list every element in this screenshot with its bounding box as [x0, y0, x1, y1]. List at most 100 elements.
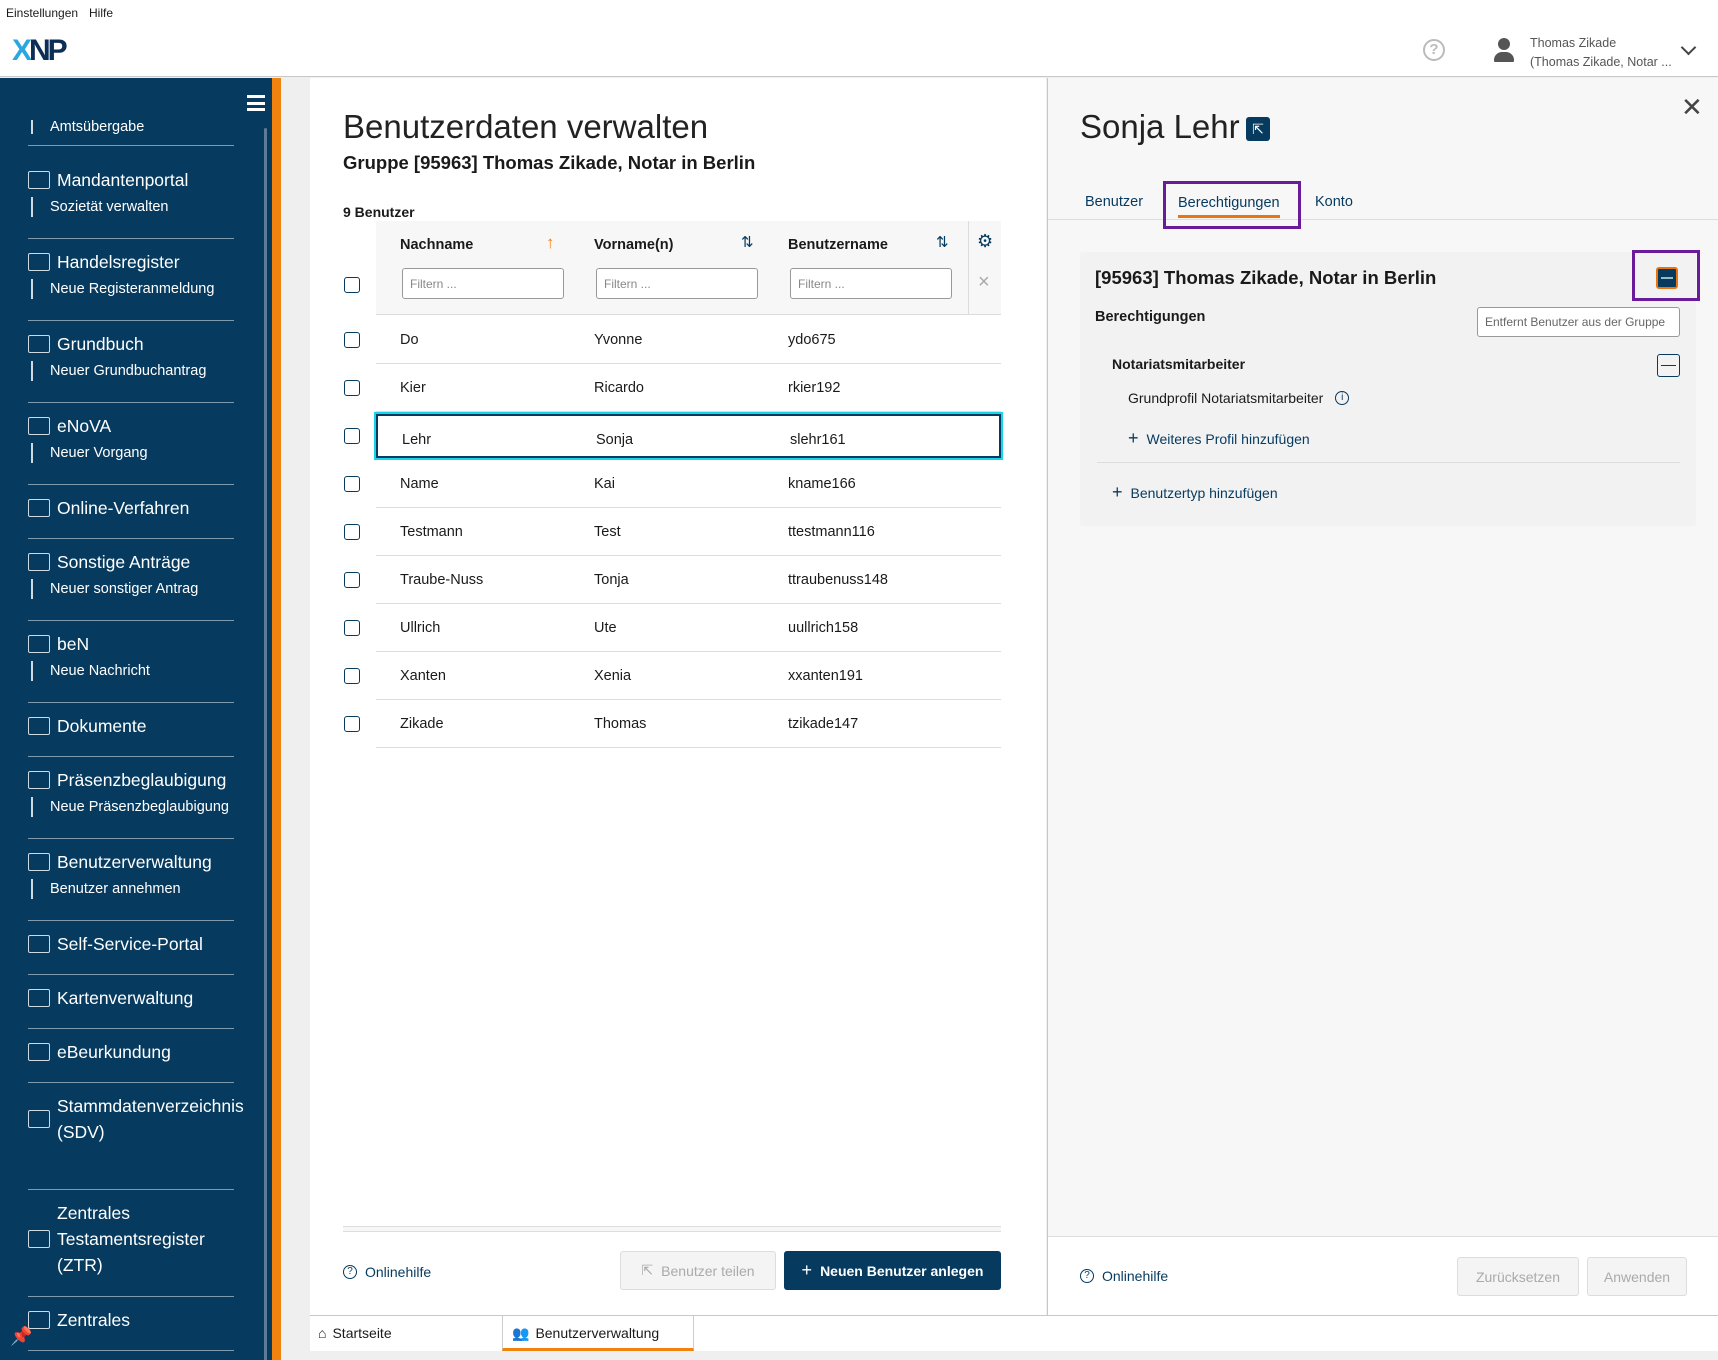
- folder-icon: [28, 1230, 50, 1248]
- sidebar-item-self-service-portal[interactable]: Self-Service-Portal: [28, 921, 234, 975]
- sidebar-item-kartenverwaltung[interactable]: Kartenverwaltung: [28, 975, 234, 1029]
- sidebar-item-ben[interactable]: beN Neue Nachricht: [28, 621, 234, 703]
- sidebar-subitem[interactable]: Neuer Vorgang: [31, 443, 234, 463]
- user-count: 9 Benutzer: [343, 204, 415, 220]
- self-service-icon: [28, 935, 50, 953]
- table-row[interactable]: Traube-Nuss Tonja ttraubenuss148: [376, 556, 1001, 604]
- row-checkbox[interactable]: [344, 380, 360, 396]
- sidebar-item-ebeurkundung[interactable]: eBeurkundung: [28, 1029, 234, 1083]
- user-org: (Thomas Zikade, Notar ...: [1530, 55, 1672, 69]
- sidebar-scrollbar[interactable]: [264, 128, 267, 1360]
- chevron-down-icon[interactable]: [1680, 39, 1697, 56]
- cell-nachname: Lehr: [402, 432, 432, 448]
- help-icon[interactable]: ?: [1423, 39, 1445, 61]
- close-icon[interactable]: ✕: [1681, 92, 1703, 122]
- table-row[interactable]: Ullrich Ute uullrich158: [376, 604, 1001, 652]
- sidebar-item-präsenzbeglaubigung[interactable]: Präsenzbeglaubigung Neue Präsenzbeglaubig…: [28, 757, 234, 839]
- horizontal-scrollbar[interactable]: [343, 1226, 1001, 1232]
- menu-einstellungen[interactable]: Einstellungen: [6, 6, 79, 20]
- hamburger-menu-icon[interactable]: [247, 95, 265, 111]
- sidebar-subitem[interactable]: Neue Präsenzbeglaubigung: [31, 797, 234, 817]
- remove-group-button[interactable]: [1632, 250, 1700, 301]
- sidebar-item-handelsregister[interactable]: Handelsregister Neue Registeranmeldung: [28, 239, 234, 321]
- remove-usertype-button[interactable]: [1657, 354, 1680, 377]
- onlinehilfe-link[interactable]: ? Onlinehilfe: [343, 1264, 431, 1280]
- sidebar-subitem[interactable]: Amtsübergabe: [31, 120, 234, 134]
- tab-benutzerverwaltung[interactable]: 👥 Benutzerverwaltung: [502, 1316, 694, 1351]
- menu-hilfe[interactable]: Hilfe: [89, 6, 114, 20]
- tab-konto[interactable]: Konto: [1315, 194, 1353, 210]
- open-external-icon[interactable]: ⇱: [1246, 117, 1270, 141]
- plus-icon: +: [1112, 482, 1123, 502]
- tab-berechtigungen[interactable]: Berechtigungen: [1163, 181, 1301, 229]
- row-checkbox[interactable]: [344, 524, 360, 540]
- sidebar-item-benutzerverwaltung[interactable]: Benutzerverwaltung Benutzer annehmen: [28, 839, 234, 921]
- onlinehilfe-link[interactable]: ? Onlinehilfe: [1080, 1268, 1168, 1284]
- sort-icon[interactable]: ⇅: [936, 234, 949, 251]
- sidebar-subitem[interactable]: Benutzer annehmen: [31, 879, 234, 899]
- row-checkbox[interactable]: [344, 428, 360, 444]
- clear-filter-icon[interactable]: ×: [978, 271, 990, 293]
- row-checkbox[interactable]: [344, 476, 360, 492]
- sidebar-item-sonstige-anträge[interactable]: Sonstige Anträge Neuer sonstiger Antrag: [28, 539, 234, 621]
- profile-label: Grundprofil Notariatsmitarbeiter: [1128, 390, 1324, 406]
- table-row[interactable]: Zikade Thomas tzikade147: [376, 700, 1001, 748]
- table-row[interactable]: Kier Ricardo rkier192: [376, 364, 1001, 412]
- row-checkbox[interactable]: [344, 332, 360, 348]
- form-icon: [28, 553, 50, 571]
- filter-vorname[interactable]: Filtern ...: [596, 268, 758, 299]
- reset-button[interactable]: Zurücksetzen: [1457, 1257, 1579, 1296]
- new-user-button[interactable]: + Neuen Benutzer anlegen: [784, 1251, 1001, 1290]
- pin-icon[interactable]: 📌: [10, 1326, 33, 1346]
- add-profile-link[interactable]: + Weiteres Profil hinzufügen: [1128, 428, 1310, 449]
- table-row[interactable]: Xanten Xenia xxanten191: [376, 652, 1001, 700]
- filter-benutzername[interactable]: Filtern ...: [790, 268, 952, 299]
- row-checkbox[interactable]: [344, 620, 360, 636]
- column-vorname[interactable]: Vorname(n): [594, 237, 674, 253]
- column-nachname[interactable]: Nachname: [400, 237, 474, 253]
- sidebar-subitem[interactable]: Neuer Grundbuchantrag: [31, 361, 234, 381]
- sidebar-item-enova[interactable]: eNoVA Neuer Vorgang: [28, 403, 234, 485]
- row-checkbox[interactable]: [344, 668, 360, 684]
- usertype-label: Notariatsmitarbeiter: [1112, 356, 1246, 372]
- cell-nachname: Testmann: [400, 524, 463, 540]
- tab-startseite[interactable]: ⌂ Startseite: [318, 1316, 501, 1351]
- table-row[interactable]: Lehr Sonja slehr161: [374, 412, 1003, 460]
- column-benutzername[interactable]: Benutzername: [788, 237, 888, 253]
- table-row[interactable]: Name Kai kname166: [376, 460, 1001, 508]
- sidebar-item-online-verfahren[interactable]: Online-Verfahren: [28, 485, 234, 539]
- cell-benutzername: tzikade147: [788, 716, 859, 732]
- cell-benutzername: slehr161: [790, 432, 846, 448]
- sidebar-subitem[interactable]: Neuer sonstiger Antrag: [31, 579, 234, 599]
- table-row[interactable]: Do Yvonne ydo675: [376, 316, 1001, 364]
- sidebar-subitem[interactable]: Neue Nachricht: [31, 661, 234, 681]
- info-icon[interactable]: i: [1335, 391, 1350, 405]
- row-checkbox[interactable]: [344, 716, 360, 732]
- gear-icon[interactable]: ⚙: [977, 231, 994, 251]
- sidebar-subitem[interactable]: Neue Registeranmeldung: [31, 279, 234, 299]
- table-row[interactable]: Testmann Test ttestmann116: [376, 508, 1001, 556]
- tab-benutzer[interactable]: Benutzer: [1085, 194, 1144, 210]
- sidebar-item-dokumente[interactable]: Dokumente: [28, 703, 234, 757]
- sidebar-item-grundbuch[interactable]: Grundbuch Neuer Grundbuchantrag: [28, 321, 234, 403]
- filter-nachname[interactable]: Filtern ...: [402, 268, 564, 299]
- card-icon: [28, 989, 50, 1007]
- cell-vorname: Xenia: [594, 668, 632, 684]
- sidebar-item-partial[interactable]: Amtsübergabe: [28, 120, 234, 146]
- row-checkbox[interactable]: [344, 572, 360, 588]
- cell-vorname: Test: [594, 524, 621, 540]
- user-avatar-icon: [1493, 38, 1515, 64]
- sidebar-subitem[interactable]: Sozietät verwalten: [31, 197, 234, 217]
- sidebar-item-zentrales[interactable]: Zentrales: [28, 1297, 234, 1351]
- sidebar-item-stammdatenverzeichnis-sdv-[interactable]: Stammdatenverzeichnis (SDV): [28, 1083, 244, 1190]
- sidebar-item-zentrales-testamentsregister-ztr-[interactable]: Zentrales Testamentsregister (ZTR): [28, 1190, 234, 1297]
- add-usertype-link[interactable]: + Benutzertyp hinzufügen: [1112, 482, 1278, 503]
- sort-asc-icon[interactable]: ↑: [546, 233, 555, 252]
- sidebar-item-mandantenportal[interactable]: Mandantenportal Sozietät verwalten: [28, 157, 234, 239]
- sort-icon[interactable]: ⇅: [741, 234, 754, 251]
- share-user-button[interactable]: ⇱ Benutzer teilen: [620, 1251, 776, 1290]
- apply-button[interactable]: Anwenden: [1587, 1257, 1687, 1296]
- select-all-checkbox[interactable]: [344, 277, 360, 293]
- user-menu[interactable]: Thomas Zikade (Thomas Zikade, Notar ...: [1530, 34, 1672, 72]
- detail-footer: ? Onlinehilfe Zurücksetzen Anwenden: [1048, 1236, 1718, 1315]
